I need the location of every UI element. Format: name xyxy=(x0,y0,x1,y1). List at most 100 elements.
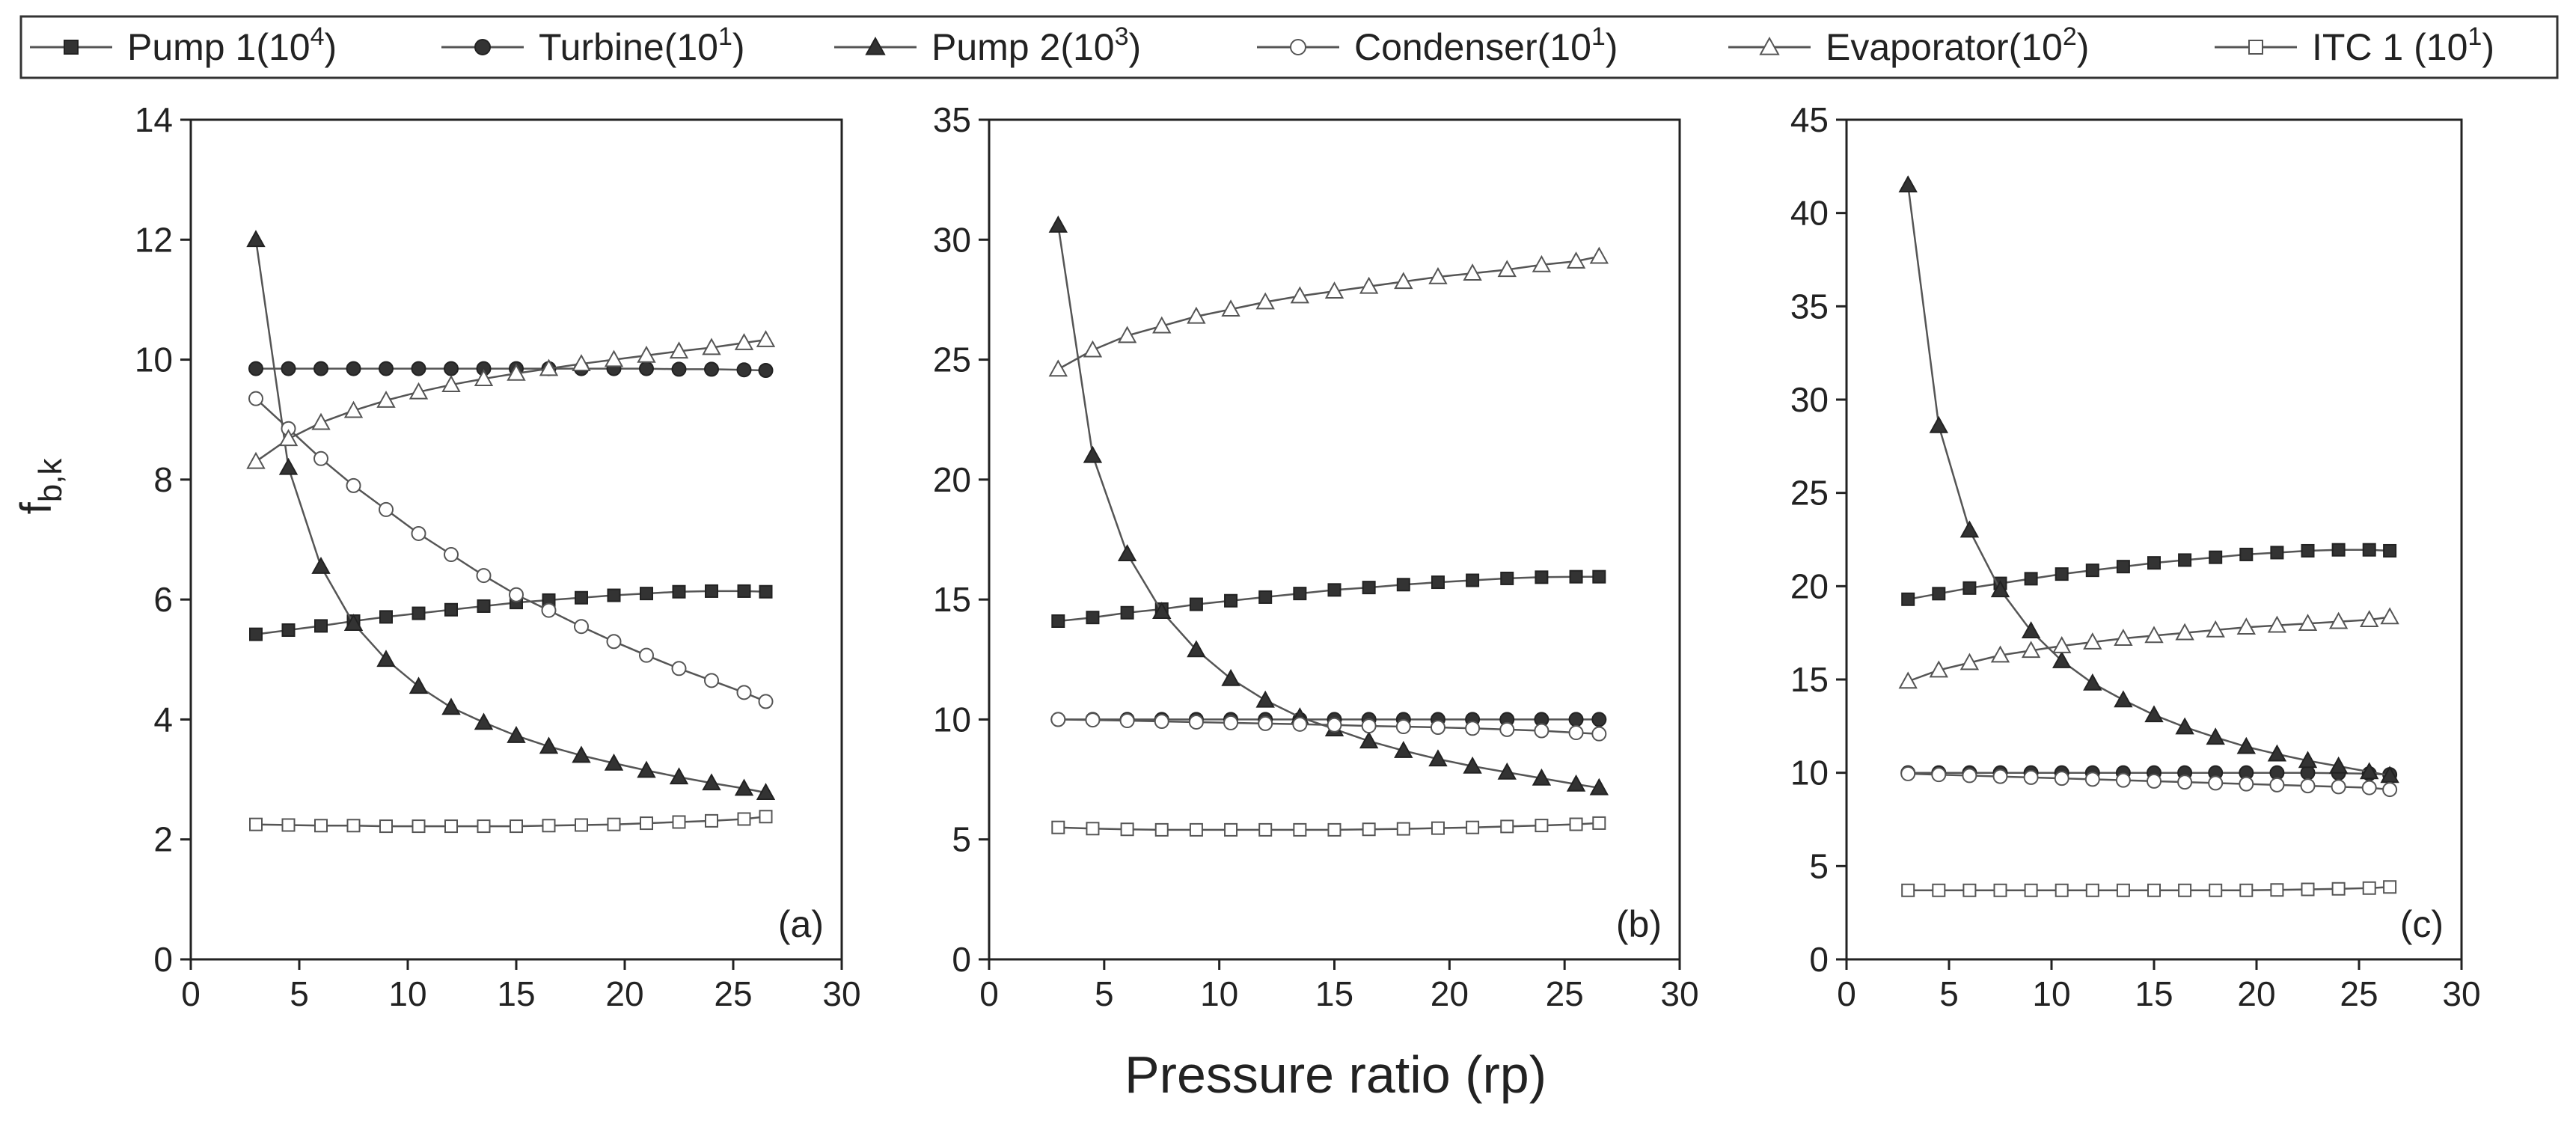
data-point xyxy=(1083,340,1103,358)
data-point xyxy=(2298,751,2318,769)
data-point xyxy=(1898,175,1918,193)
data-point xyxy=(2269,777,2285,792)
data-point xyxy=(1154,713,1169,729)
data-point xyxy=(249,817,263,831)
data-point xyxy=(702,773,721,791)
data-point xyxy=(2208,775,2224,791)
y-tick-label: 15 xyxy=(1790,660,1829,699)
data-point xyxy=(1932,883,1946,897)
data-point xyxy=(2361,780,2377,795)
data-point xyxy=(1566,251,1586,269)
data-point xyxy=(476,568,492,584)
data-point xyxy=(759,810,773,824)
data-point xyxy=(278,429,299,447)
data-point xyxy=(249,627,263,641)
data-point xyxy=(2382,782,2398,798)
data-point xyxy=(1431,821,1445,835)
series-pump-1 xyxy=(1901,543,2397,606)
data-point xyxy=(1901,592,1915,606)
data-point xyxy=(1359,731,1379,749)
data-point xyxy=(2178,883,2192,897)
data-point xyxy=(2147,556,2161,570)
data-point xyxy=(2114,690,2133,708)
y-tick-label: 12 xyxy=(135,220,173,259)
data-point xyxy=(1532,254,1552,272)
x-tick-label: 25 xyxy=(2340,974,2378,1013)
data-point xyxy=(477,599,491,613)
legend-name: Pump 2 xyxy=(931,26,1060,68)
panel-label: (b) xyxy=(1616,903,1662,945)
data-point xyxy=(2052,636,2072,653)
y-tick-label: 10 xyxy=(933,700,971,739)
data-point xyxy=(444,602,458,617)
data-point xyxy=(575,818,588,832)
legend-scale: (10 xyxy=(2009,26,2063,68)
data-point xyxy=(2328,611,2349,629)
data-point xyxy=(2331,882,2346,896)
legend-name: Evaporator xyxy=(1826,26,2009,68)
x-tick-label: 10 xyxy=(2032,974,2070,1013)
data-point xyxy=(507,726,526,743)
data-point xyxy=(510,819,523,834)
data-point xyxy=(1959,653,1980,671)
data-point xyxy=(346,477,361,493)
data-point xyxy=(2236,736,2256,754)
data-point xyxy=(2380,607,2399,625)
legend-scale: (10 xyxy=(664,26,718,68)
data-point xyxy=(1224,593,1238,608)
data-point xyxy=(1901,883,1915,897)
legend-exponent: 1 xyxy=(2468,22,2482,51)
data-point xyxy=(672,584,686,599)
data-point xyxy=(2239,547,2254,561)
data-point xyxy=(737,584,751,598)
legend-name: Pump 1 xyxy=(127,26,256,68)
data-point xyxy=(1255,292,1275,310)
data-point xyxy=(2178,553,2192,567)
data-point xyxy=(1959,520,1980,538)
data-point xyxy=(2177,775,2193,790)
legend-scale: (10 xyxy=(2403,26,2468,68)
data-point xyxy=(1293,822,1307,837)
y-tick-label: 0 xyxy=(153,940,173,979)
data-point xyxy=(2239,776,2254,792)
legend-close: ) xyxy=(2077,26,2090,68)
data-point xyxy=(1189,822,1203,837)
data-point xyxy=(1990,645,2010,663)
data-point xyxy=(246,451,266,469)
y-tick-label: 30 xyxy=(933,220,971,259)
legend-close: ) xyxy=(325,26,337,68)
x-tick-label: 30 xyxy=(2442,974,2480,1013)
data-point xyxy=(639,647,654,663)
data-point xyxy=(1993,883,2007,897)
data-point xyxy=(736,685,752,700)
y-axis-title-subscript: b,k xyxy=(32,458,69,503)
data-point xyxy=(1048,359,1068,377)
data-point xyxy=(246,230,266,248)
data-point xyxy=(314,619,328,633)
legend-marker xyxy=(1759,36,1780,55)
x-tick-label: 5 xyxy=(1095,974,1114,1013)
data-point xyxy=(2300,778,2316,794)
legend-item-pump-2: Pump 2(103) xyxy=(834,22,1141,68)
legend-exponent: 2 xyxy=(2063,22,2077,51)
series-evaporator xyxy=(1898,607,2399,689)
data-point xyxy=(1929,660,1948,678)
legend-item-pump-1: Pump 1(104) xyxy=(30,22,337,68)
y-tick-label: 0 xyxy=(1809,940,1829,979)
data-point xyxy=(1120,605,1134,620)
data-point xyxy=(281,361,296,376)
y-tick-label: 35 xyxy=(933,100,971,139)
data-point xyxy=(1395,719,1411,735)
data-point xyxy=(1532,768,1552,786)
legend-label: Pump 1(104) xyxy=(127,22,337,68)
data-point xyxy=(2206,620,2225,638)
data-point xyxy=(2270,546,2284,560)
y-tick-label: 4 xyxy=(153,700,173,739)
series-pump-2 xyxy=(1898,175,2399,784)
data-point xyxy=(1221,299,1240,317)
data-point xyxy=(1535,819,1549,833)
data-point xyxy=(705,584,718,598)
data-point xyxy=(507,363,526,381)
data-point xyxy=(604,349,624,367)
data-point xyxy=(1592,569,1606,584)
